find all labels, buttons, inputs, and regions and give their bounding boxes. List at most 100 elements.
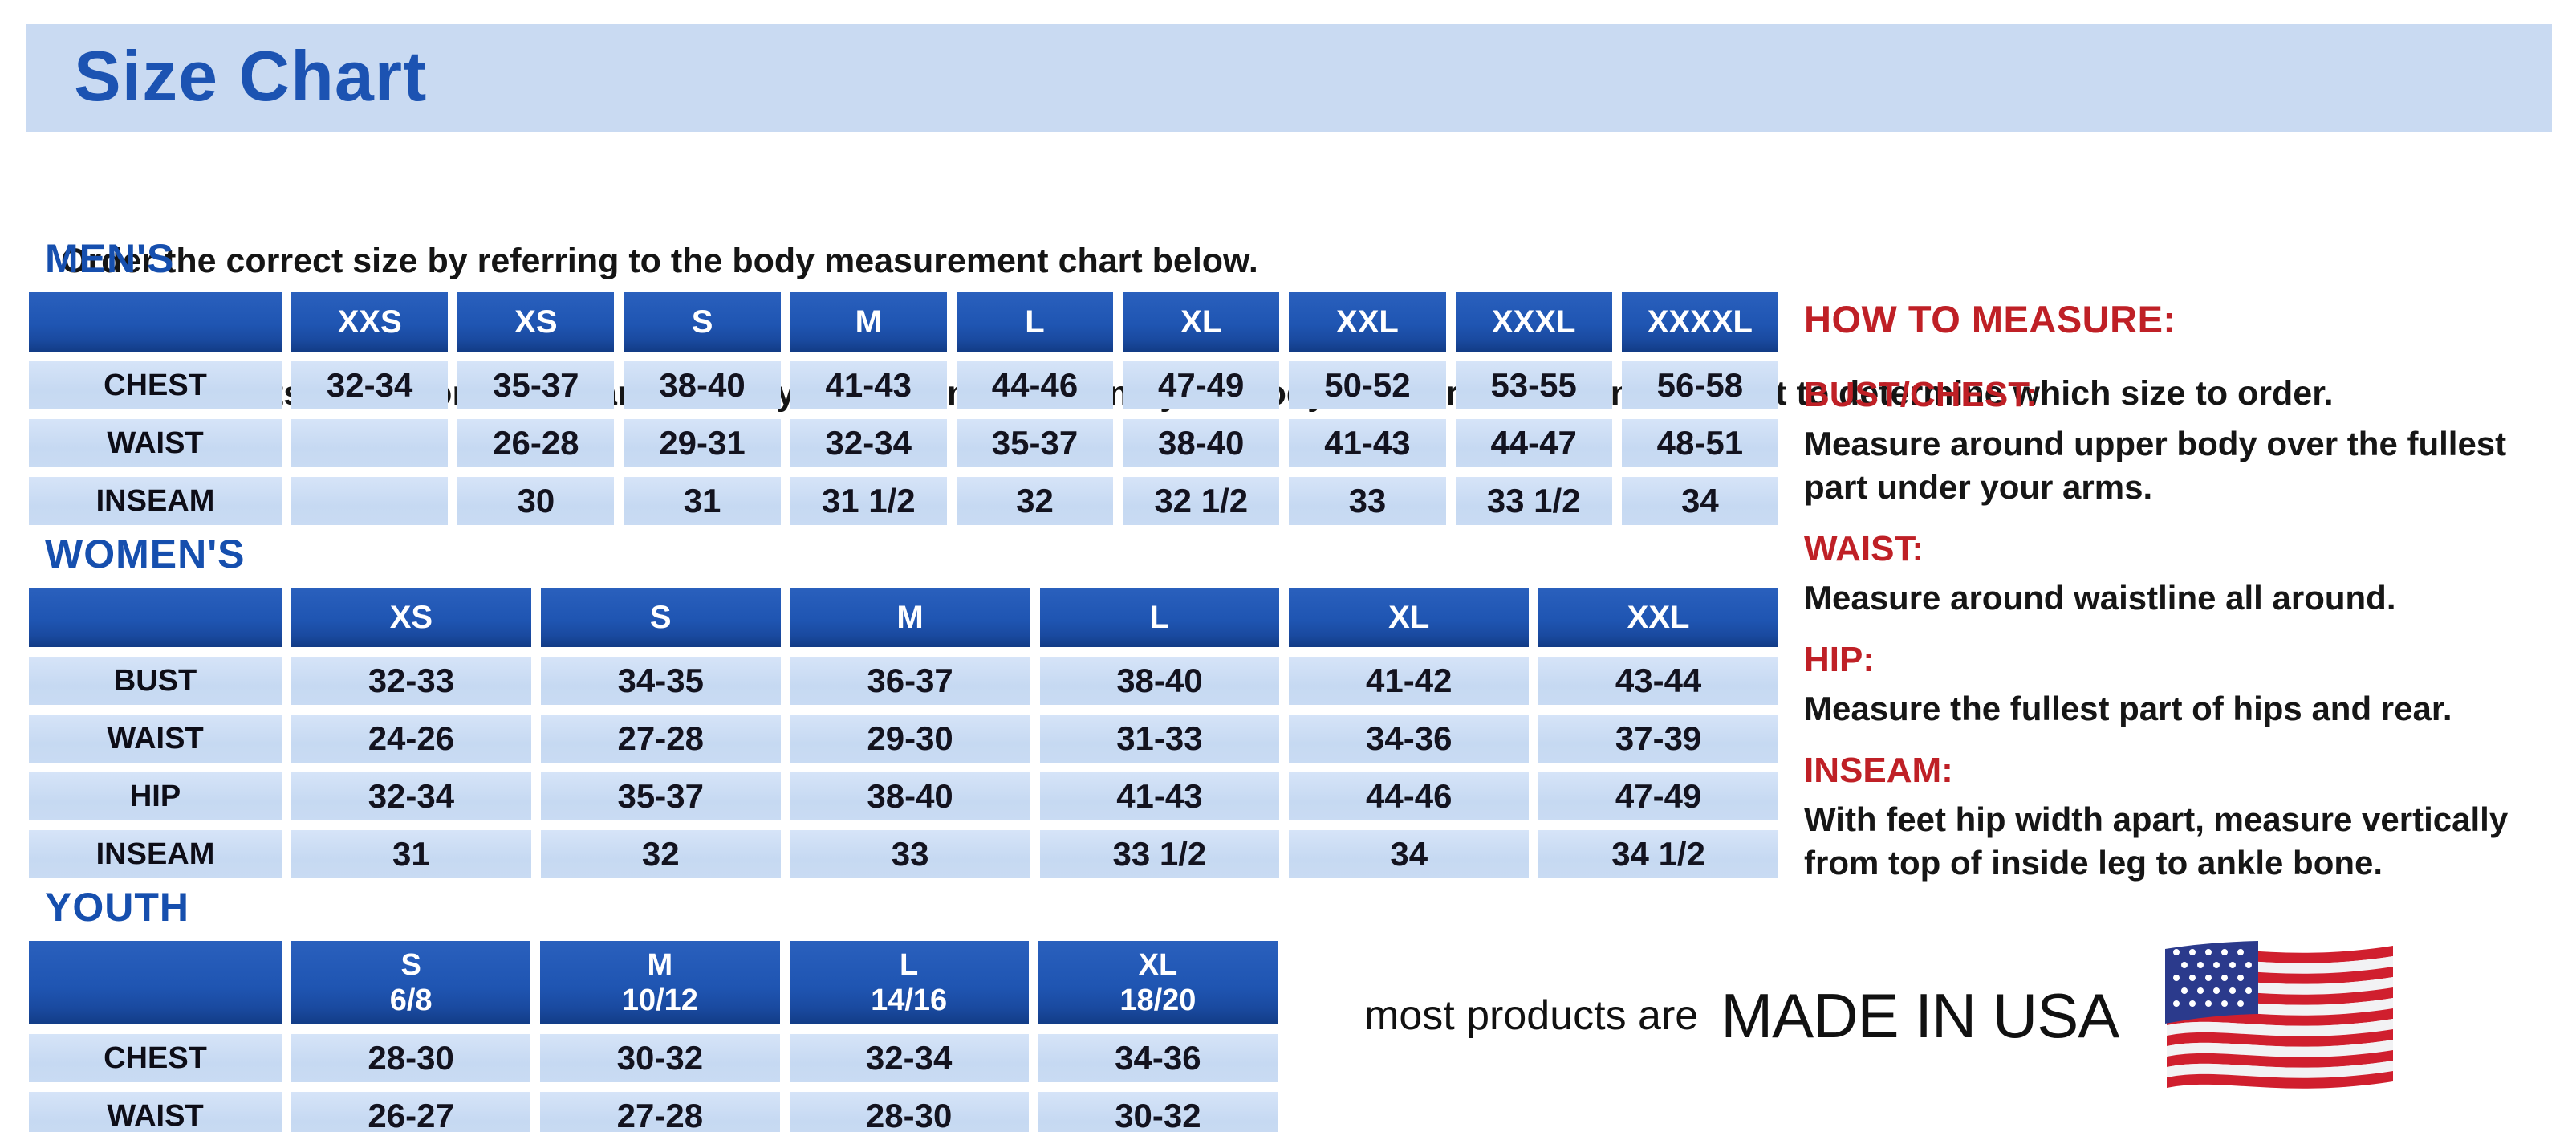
measurement-value-cell: 41-42 xyxy=(1289,657,1530,705)
measure-label-hip: HIP: xyxy=(1804,640,1875,679)
measurement-value-cell: 38-40 xyxy=(790,772,1030,820)
measure-text-inseam: With feet hip width apart, measure verti… xyxy=(1804,800,2509,882)
measurement-value-cell: 31 xyxy=(291,830,531,878)
measurement-value-cell: 32 xyxy=(956,477,1114,525)
size-column-header: XS xyxy=(291,588,531,647)
row-label-cell: WAIST xyxy=(29,715,282,763)
measurement-value-cell: 27-28 xyxy=(540,1092,780,1132)
youth-section-heading: YOUTH xyxy=(45,885,189,930)
size-column-header: XXL xyxy=(1289,292,1446,352)
measurement-value-cell: 24-26 xyxy=(291,715,531,763)
measurement-value-cell: 38-40 xyxy=(1039,657,1280,705)
how-to-measure-heading: HOW TO MEASURE: xyxy=(1804,298,2176,340)
row-label-cell: CHEST xyxy=(29,361,282,409)
measurement-value-cell: 30 xyxy=(457,477,615,525)
size-column-header: XXXXL xyxy=(1621,292,1778,352)
measurement-value-cell: 31 1/2 xyxy=(790,477,947,525)
size-column-header: L xyxy=(956,292,1114,352)
measurement-value-cell xyxy=(291,477,449,525)
measure-label-bust-chest: BUST/CHEST: xyxy=(1804,375,2038,414)
measurement-value-cell: 29-30 xyxy=(790,715,1030,763)
intro-line-1: Order the correct size by referring to t… xyxy=(61,242,1258,280)
measurement-value-cell: 44-46 xyxy=(1289,772,1530,820)
size-column-header: S xyxy=(624,292,781,352)
row-label-cell: BUST xyxy=(29,657,282,705)
size-column-header: S xyxy=(540,588,781,647)
size-column-header: L 14/16 xyxy=(789,941,1029,1024)
measurement-value-cell xyxy=(291,419,449,467)
measurement-value-cell: 35-37 xyxy=(956,419,1114,467)
measurement-value-cell: 36-37 xyxy=(790,657,1030,705)
measurement-value-cell: 48-51 xyxy=(1621,419,1778,467)
flag-canton xyxy=(2165,941,2258,1024)
measurement-value-cell: 50-52 xyxy=(1289,361,1446,409)
measurement-value-cell: 34 xyxy=(1289,830,1530,878)
measurement-value-cell: 32 1/2 xyxy=(1123,477,1280,525)
measurement-value-cell: 41-43 xyxy=(1039,772,1280,820)
measure-label-inseam: INSEAM: xyxy=(1804,751,1953,790)
measurement-value-cell: 26-28 xyxy=(457,419,615,467)
measurement-value-cell: 29-31 xyxy=(624,419,781,467)
measurement-value-cell: 30-32 xyxy=(1038,1092,1278,1132)
measurement-value-cell: 32-34 xyxy=(291,361,449,409)
womens-size-table: XS S M L XL XXL BUST 32-33 34-35 36-37 38-40 41-42 4… xyxy=(29,588,1778,878)
measurement-value-cell: 56-58 xyxy=(1621,361,1778,409)
measurement-value-cell: 35-37 xyxy=(457,361,615,409)
made-in-usa-prefix: most products are xyxy=(1364,992,1699,1039)
youth-size-table: S 6/8 M 10/12 L 14/16 XL 18/20 CHEST 28-30 30-32 32… xyxy=(29,941,1278,1132)
page-banner: Size Chart xyxy=(26,24,2552,132)
measurement-value-cell: 31-33 xyxy=(1039,715,1280,763)
row-label-cell: INSEAM xyxy=(29,830,282,878)
measurement-value-cell: 47-49 xyxy=(1538,772,1778,820)
size-tables-column: MEN'S XXS XS S M L XL XXL XXXL XXXXL CHEST 32-34 35… xyxy=(29,238,1778,1132)
size-column-header: M xyxy=(790,588,1030,647)
measurement-value-cell: 38-40 xyxy=(624,361,781,409)
size-column-header: S 6/8 xyxy=(291,941,531,1024)
measurement-value-cell: 34-36 xyxy=(1038,1034,1278,1082)
row-label-cell: WAIST xyxy=(29,1092,282,1132)
size-column-header: M 10/12 xyxy=(540,941,780,1024)
made-in-usa-statement: most products are MADE IN USA xyxy=(1364,955,2119,1076)
measurement-value-cell: 53-55 xyxy=(1455,361,1612,409)
size-column-header: XL xyxy=(1123,292,1280,352)
size-column-header: XL 18/20 xyxy=(1038,941,1278,1024)
measure-text-bust-chest: Measure around upper body over the fulle… xyxy=(1804,425,2507,506)
measurement-value-cell: 32-34 xyxy=(291,772,531,820)
table-corner-cell xyxy=(29,292,282,352)
page-title: Size Chart xyxy=(74,36,428,116)
row-label-cell: INSEAM xyxy=(29,477,282,525)
measurement-value-cell: 28-30 xyxy=(291,1034,531,1082)
row-label-cell: CHEST xyxy=(29,1034,282,1082)
size-column-header: XXL xyxy=(1538,588,1778,647)
size-column-header: XXXL xyxy=(1455,292,1612,352)
size-column-header: M xyxy=(790,292,947,352)
size-column-header: XS xyxy=(457,292,615,352)
measurement-value-cell: 32-34 xyxy=(789,1034,1029,1082)
measurement-value-cell: 32-34 xyxy=(790,419,947,467)
measurement-value-cell: 44-47 xyxy=(1455,419,1612,467)
measurement-value-cell: 41-43 xyxy=(790,361,947,409)
measurement-value-cell: 33 1/2 xyxy=(1039,830,1280,878)
measurement-value-cell: 28-30 xyxy=(789,1092,1029,1132)
size-column-header: L xyxy=(1039,588,1280,647)
measurement-value-cell: 26-27 xyxy=(291,1092,531,1132)
row-label-cell: WAIST xyxy=(29,419,282,467)
measurement-value-cell: 34-35 xyxy=(540,657,781,705)
row-label-cell: HIP xyxy=(29,772,282,820)
measurement-value-cell: 34-36 xyxy=(1289,715,1530,763)
flag-stars xyxy=(2173,949,2252,1007)
measurement-value-cell: 44-46 xyxy=(956,361,1114,409)
measurement-value-cell: 32 xyxy=(540,830,781,878)
table-corner-cell xyxy=(29,588,282,647)
measurement-value-cell: 41-43 xyxy=(1289,419,1446,467)
measurement-value-cell: 32-33 xyxy=(291,657,531,705)
womens-section-heading: WOMEN'S xyxy=(45,531,246,576)
measure-label-waist: WAIST: xyxy=(1804,529,1924,568)
made-in-usa-emphasis: MADE IN USA xyxy=(1721,979,2119,1051)
measurement-value-cell: 33 xyxy=(790,830,1030,878)
how-to-measure-section: HOW TO MEASURE: BUST/CHEST: Measure arou… xyxy=(1804,299,2526,885)
usa-flag-icon xyxy=(2165,941,2393,1089)
measurement-value-cell: 37-39 xyxy=(1538,715,1778,763)
measurement-value-cell: 33 1/2 xyxy=(1455,477,1612,525)
